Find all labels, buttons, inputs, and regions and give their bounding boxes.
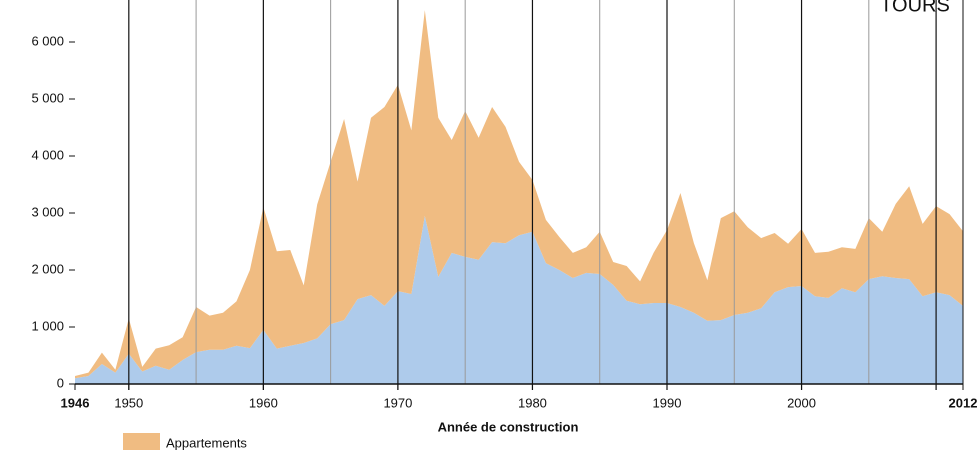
legend-swatch [123,433,160,450]
x-tick-label: 2012 [949,395,978,410]
legend-label: Appartements [166,435,247,450]
y-tick-label: 4 000 [31,147,64,162]
y-tick-label: 2 000 [31,261,64,276]
x-axis-label: Année de construction [438,419,579,434]
areas [75,10,963,384]
area [75,10,963,379]
y-tick-label: 1 000 [31,318,64,333]
x-tick-label: 2000 [787,395,816,410]
x-tick-label: 1970 [383,395,412,410]
y-tick-label: 5 000 [31,90,64,105]
y-tick-label: 3 000 [31,204,64,219]
grid [75,0,964,390]
x-tick-label: 1946 [61,395,90,410]
chart-title: TOURS [880,0,950,16]
x-tick-label: 1960 [249,395,278,410]
y-tick-label: 6 000 [31,33,64,48]
y-tick-label: 0 [57,375,64,390]
x-tick-label: 1950 [114,395,143,410]
x-tick-label: 1990 [653,395,682,410]
x-tick-label: 1980 [518,395,547,410]
area [75,215,963,384]
